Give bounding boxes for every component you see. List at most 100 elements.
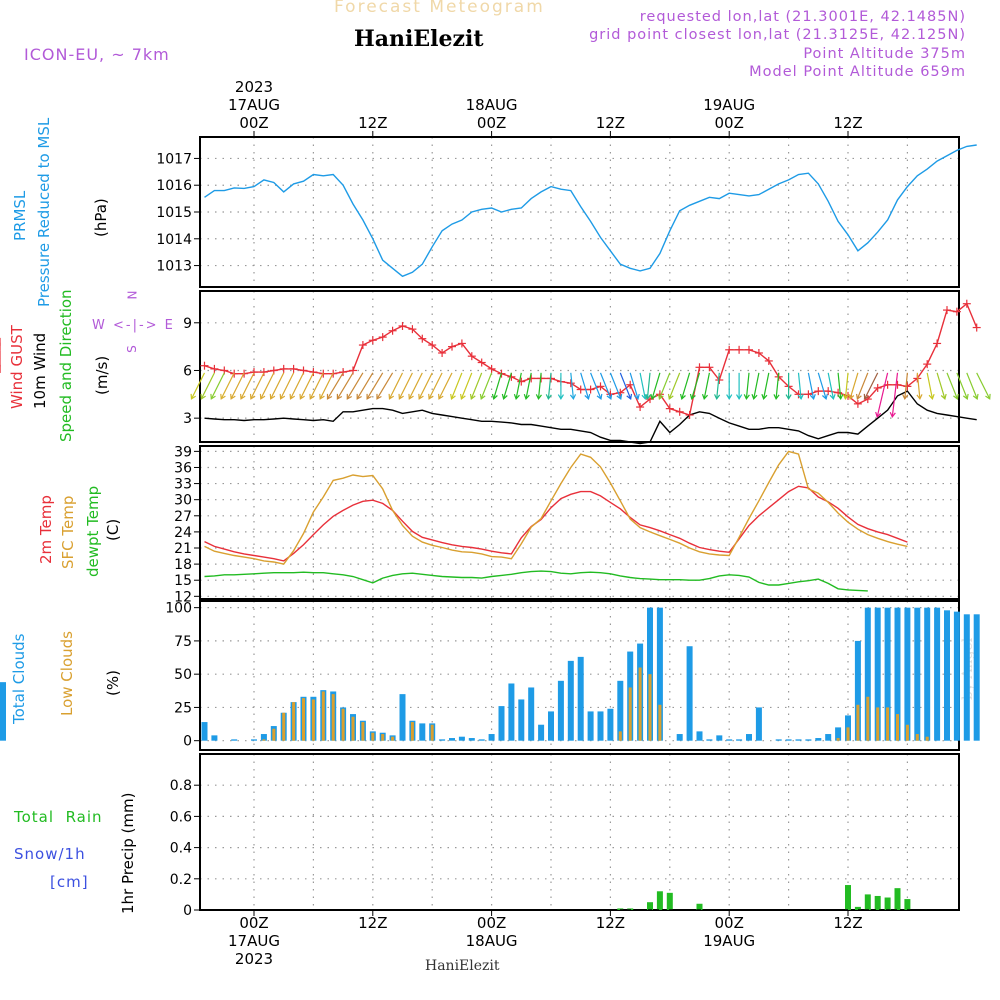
- wind-vector: [797, 372, 802, 399]
- bar-total-clouds: [815, 738, 822, 741]
- wind-vector: [849, 372, 859, 400]
- bar-low-clouds: [272, 728, 276, 741]
- wind-vector-head: [388, 393, 395, 400]
- bar-precip: [647, 902, 653, 910]
- bar-low-clouds: [361, 722, 365, 741]
- bar-total-clouds: [597, 711, 604, 741]
- panel-frame: [199, 290, 960, 443]
- wind-vector: [590, 372, 602, 400]
- bar-precip: [696, 903, 703, 910]
- tick-label-y: 6: [183, 363, 192, 379]
- tick-label-y: 100: [165, 601, 192, 617]
- tick-label-y: 12: [174, 589, 192, 605]
- bar-low-clouds: [915, 734, 919, 741]
- wind-vector-head: [985, 393, 991, 400]
- footer-station: HaniElezit: [425, 958, 500, 974]
- time-label: 17AUG: [228, 96, 280, 114]
- bar-low-clouds: [905, 724, 909, 741]
- bar-total-clouds: [260, 734, 267, 741]
- wind-vector-head: [863, 393, 870, 400]
- bar-low-clouds: [351, 716, 355, 741]
- wind-vector-head: [751, 393, 758, 400]
- panel-4: 0 0.2 0.4 0.6 0.8: [170, 753, 960, 919]
- bar-low-clouds: [856, 704, 860, 741]
- wind-vector: [260, 372, 275, 400]
- bar-total-clouds: [419, 723, 426, 741]
- bar-low-clouds: [896, 714, 899, 741]
- wind-vector: [398, 372, 413, 400]
- bar-total-clouds: [914, 607, 921, 741]
- bar-total-clouds: [696, 731, 703, 741]
- wind-vector-head: [479, 393, 486, 400]
- time-label: 00Z: [477, 114, 506, 132]
- wind-vector: [376, 372, 394, 400]
- tick-label-y: 1016: [156, 178, 192, 194]
- wind-vector-head: [418, 393, 424, 400]
- wind-vector: [230, 372, 245, 400]
- wind-vector: [876, 372, 889, 417]
- tick-label-y: 0.2: [170, 872, 192, 888]
- tick-label-y: 21: [174, 541, 192, 557]
- wind-vector-head: [220, 393, 226, 400]
- bar-total-clouds: [528, 687, 535, 741]
- bar-total-clouds: [231, 739, 238, 741]
- wind-vector-head: [569, 394, 577, 401]
- wind-vector: [817, 372, 827, 400]
- tick-label-y: 24: [174, 525, 192, 541]
- panel-1: 3 6 9: [183, 290, 978, 445]
- wind-vector-head: [837, 394, 844, 401]
- location-info-model-altitude: Model Point Altitude 659m: [749, 64, 966, 80]
- time-label: 2023: [235, 950, 273, 968]
- wind-vector: [200, 372, 215, 400]
- wind-vector: [668, 372, 681, 400]
- wind-markers: [0, 299, 991, 419]
- bar-total-clouds: [805, 739, 812, 741]
- wind-vector-head: [289, 393, 296, 400]
- tick-label-y: 75: [174, 634, 192, 650]
- wind-vector: [210, 372, 225, 400]
- wind-vector-head: [326, 393, 333, 400]
- time-label: 12Z: [596, 114, 625, 132]
- wind-vector: [966, 372, 978, 400]
- wind-vector-head: [626, 393, 633, 400]
- wind-vector-head: [842, 394, 849, 401]
- wind-vector-head: [875, 411, 882, 418]
- wind-vector-head: [889, 412, 896, 419]
- wind-vector: [681, 372, 691, 400]
- wind-vector: [547, 372, 552, 399]
- wind-vector-head: [726, 394, 733, 401]
- precip-rain-label: Total Rain: [14, 808, 103, 826]
- tick-label-y: 1015: [156, 205, 192, 221]
- wind-vector: [326, 372, 344, 400]
- bar-total-clouds: [746, 734, 752, 741]
- bar-total-clouds: [567, 660, 574, 741]
- wind-vector-head: [584, 393, 591, 400]
- wind-vector-head: [761, 393, 768, 400]
- bar-total-clouds: [488, 734, 495, 741]
- bar-total-clouds: [201, 722, 208, 741]
- bar-low-clouds: [410, 722, 414, 741]
- bar-total-clouds: [498, 706, 505, 741]
- panel-frame: [199, 136, 960, 288]
- wind-vector: [891, 372, 899, 417]
- wind-vector-head: [940, 393, 947, 400]
- time-label: 19AUG: [703, 96, 755, 114]
- time-label: 17AUG: [228, 932, 280, 950]
- wind-vector: [346, 372, 364, 400]
- wind-vector-head: [240, 393, 246, 400]
- wind-vector-head: [279, 393, 286, 400]
- bar-low-clouds: [371, 732, 375, 741]
- bar-total-clouds: [577, 656, 584, 741]
- wind-vector: [250, 372, 265, 400]
- bar-total-clouds: [439, 739, 446, 741]
- bar-precip: [627, 908, 634, 910]
- wind-vector: [270, 372, 285, 400]
- wind-vector: [503, 372, 512, 400]
- time-label: 00Z: [715, 914, 744, 932]
- bar-total-clouds: [726, 739, 733, 741]
- bar-low-clouds: [658, 704, 662, 741]
- bar-total-clouds: [607, 708, 614, 741]
- wind-vector-head: [689, 393, 696, 400]
- time-label: 00Z: [239, 914, 268, 932]
